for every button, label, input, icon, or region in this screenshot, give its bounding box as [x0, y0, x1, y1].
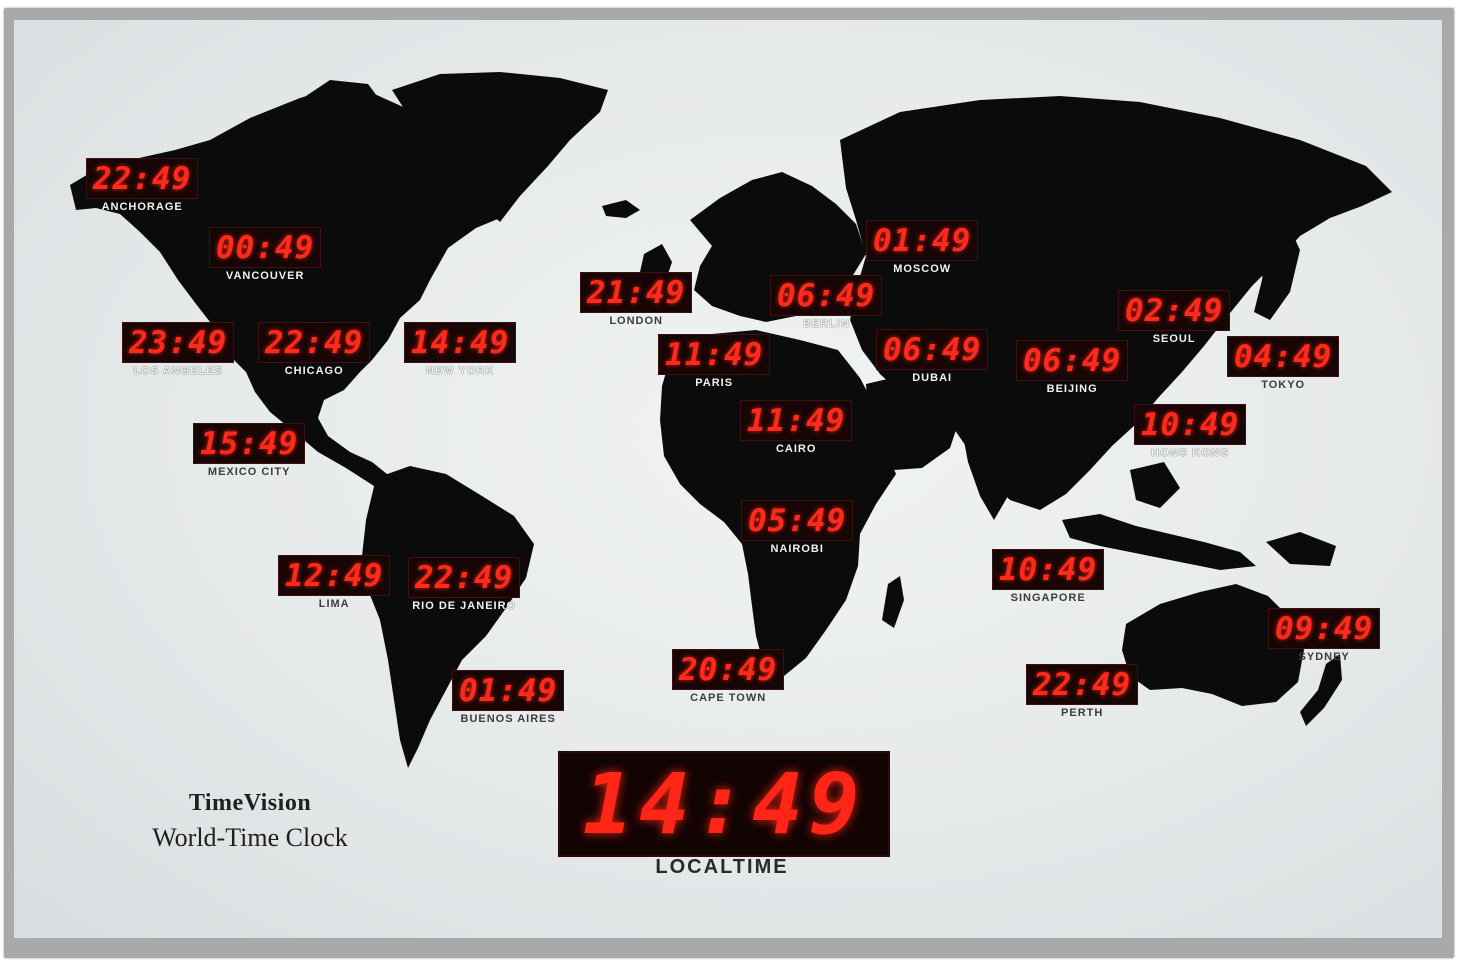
city-label: PARIS — [695, 377, 734, 389]
australia-shape — [1122, 584, 1304, 706]
city-label: MOSCOW — [893, 263, 952, 275]
local-time-display: 14:49 — [558, 751, 890, 857]
india-shape — [960, 410, 1030, 520]
clock-chicago: 22:49 CHICAGO — [258, 322, 371, 377]
city-label: ANCHORAGE — [101, 201, 183, 213]
city-label: NAIROBI — [770, 543, 824, 555]
brand-block: TimeVision World-Time Clock — [130, 790, 370, 853]
clock-anchorage: 22:49 ANCHORAGE — [86, 158, 199, 213]
city-label: DUBAI — [912, 372, 953, 384]
clock-nairobi: 05:49 NAIROBI — [741, 500, 854, 555]
time-display: 05:49 — [741, 500, 854, 541]
time-display: 01:49 — [866, 220, 979, 261]
clock-singapore: 10:49 SINGAPORE — [992, 549, 1105, 604]
time-display: 22:49 — [1026, 664, 1139, 705]
clock-sydney: 09:49 SYDNEY — [1268, 608, 1381, 663]
clock-hong-kong: 10:49 HONG KONG — [1134, 404, 1247, 459]
city-label: BERLIN — [802, 318, 850, 330]
time-display: 22:49 — [86, 158, 199, 199]
clock-perth: 22:49 PERTH — [1026, 664, 1139, 719]
clock-cape-town: 20:49 CAPE TOWN — [672, 649, 785, 704]
time-display: 22:49 — [258, 322, 371, 363]
clock-mexico-city: 15:49 MEXICO CITY — [193, 423, 306, 478]
time-display: 14:49 — [404, 322, 517, 363]
city-label: SYDNEY — [1298, 651, 1350, 663]
time-display: 04:49 — [1227, 336, 1340, 377]
city-label: CAPE TOWN — [690, 692, 767, 704]
time-display: 02:49 — [1118, 290, 1231, 331]
time-display: 00:49 — [209, 227, 322, 268]
city-label: CAIRO — [775, 443, 817, 455]
clock-lima: 12:49 LIMA — [278, 555, 391, 610]
arabia-shape — [866, 376, 960, 470]
time-display: 01:49 — [452, 670, 565, 711]
clock-london: 21:49 LONDON — [580, 272, 693, 327]
time-display: 23:49 — [122, 322, 235, 363]
city-label: CHICAGO — [284, 365, 344, 377]
city-label: NEW YORK — [426, 365, 495, 377]
time-display: 22:49 — [408, 557, 521, 598]
clock-paris: 11:49 PARIS — [658, 334, 771, 389]
city-label: PERTH — [1061, 707, 1104, 719]
clock-moscow: 01:49 MOSCOW — [866, 220, 979, 275]
time-display: 06:49 — [1016, 340, 1129, 381]
time-display: 12:49 — [278, 555, 391, 596]
city-label: BUENOS AIRES — [460, 713, 556, 725]
brand-name: TimeVision — [188, 790, 312, 816]
clock-berlin: 06:49 BERLIN — [770, 275, 883, 330]
time-display: 06:49 — [876, 329, 989, 370]
time-display: 11:49 — [658, 334, 771, 375]
clock-rio: 22:49 RIO DE JANEIRO — [408, 557, 521, 612]
brand-subtitle: World-Time Clock — [152, 823, 348, 852]
greenland-shape — [392, 72, 608, 222]
city-label: VANCOUVER — [225, 270, 305, 282]
city-label: SINGAPORE — [1010, 592, 1086, 604]
time-display: 11:49 — [740, 400, 853, 441]
clock-new-york: 14:49 NEW YORK — [404, 322, 517, 377]
time-display: 09:49 — [1268, 608, 1381, 649]
time-display: 10:49 — [1134, 404, 1247, 445]
time-display: 20:49 — [672, 649, 785, 690]
city-label: RIO DE JANEIRO — [412, 600, 517, 612]
city-label: LOS ANGELES — [133, 365, 223, 377]
city-label: BEIJING — [1046, 383, 1098, 395]
clock-tokyo: 04:49 TOKYO — [1227, 336, 1340, 391]
clock-los-angeles: 23:49 LOS ANGELES — [122, 322, 235, 377]
south-america-shape — [362, 466, 534, 768]
clock-buenos-aires: 01:49 BUENOS AIRES — [452, 670, 565, 725]
time-display: 15:49 — [193, 423, 306, 464]
clock-seoul: 02:49 SEOUL — [1118, 290, 1231, 345]
time-display: 06:49 — [770, 275, 883, 316]
city-label: SEOUL — [1152, 333, 1196, 345]
city-label: LONDON — [609, 315, 663, 327]
clock-cairo: 11:49 CAIRO — [740, 400, 853, 455]
city-label: MEXICO CITY — [207, 466, 291, 478]
city-label: HONG KONG — [1151, 447, 1230, 459]
clock-vancouver: 00:49 VANCOUVER — [209, 227, 322, 282]
clock-dubai: 06:49 DUBAI — [876, 329, 989, 384]
time-display: 21:49 — [580, 272, 693, 313]
city-label: TOKYO — [1261, 379, 1306, 391]
local-time-label: LOCALTIME — [655, 856, 789, 878]
clock-beijing: 06:49 BEIJING — [1016, 340, 1129, 395]
asia-shape — [840, 96, 1392, 510]
japan-shape — [1254, 224, 1300, 320]
city-label: LIMA — [318, 598, 350, 610]
time-display: 10:49 — [992, 549, 1105, 590]
